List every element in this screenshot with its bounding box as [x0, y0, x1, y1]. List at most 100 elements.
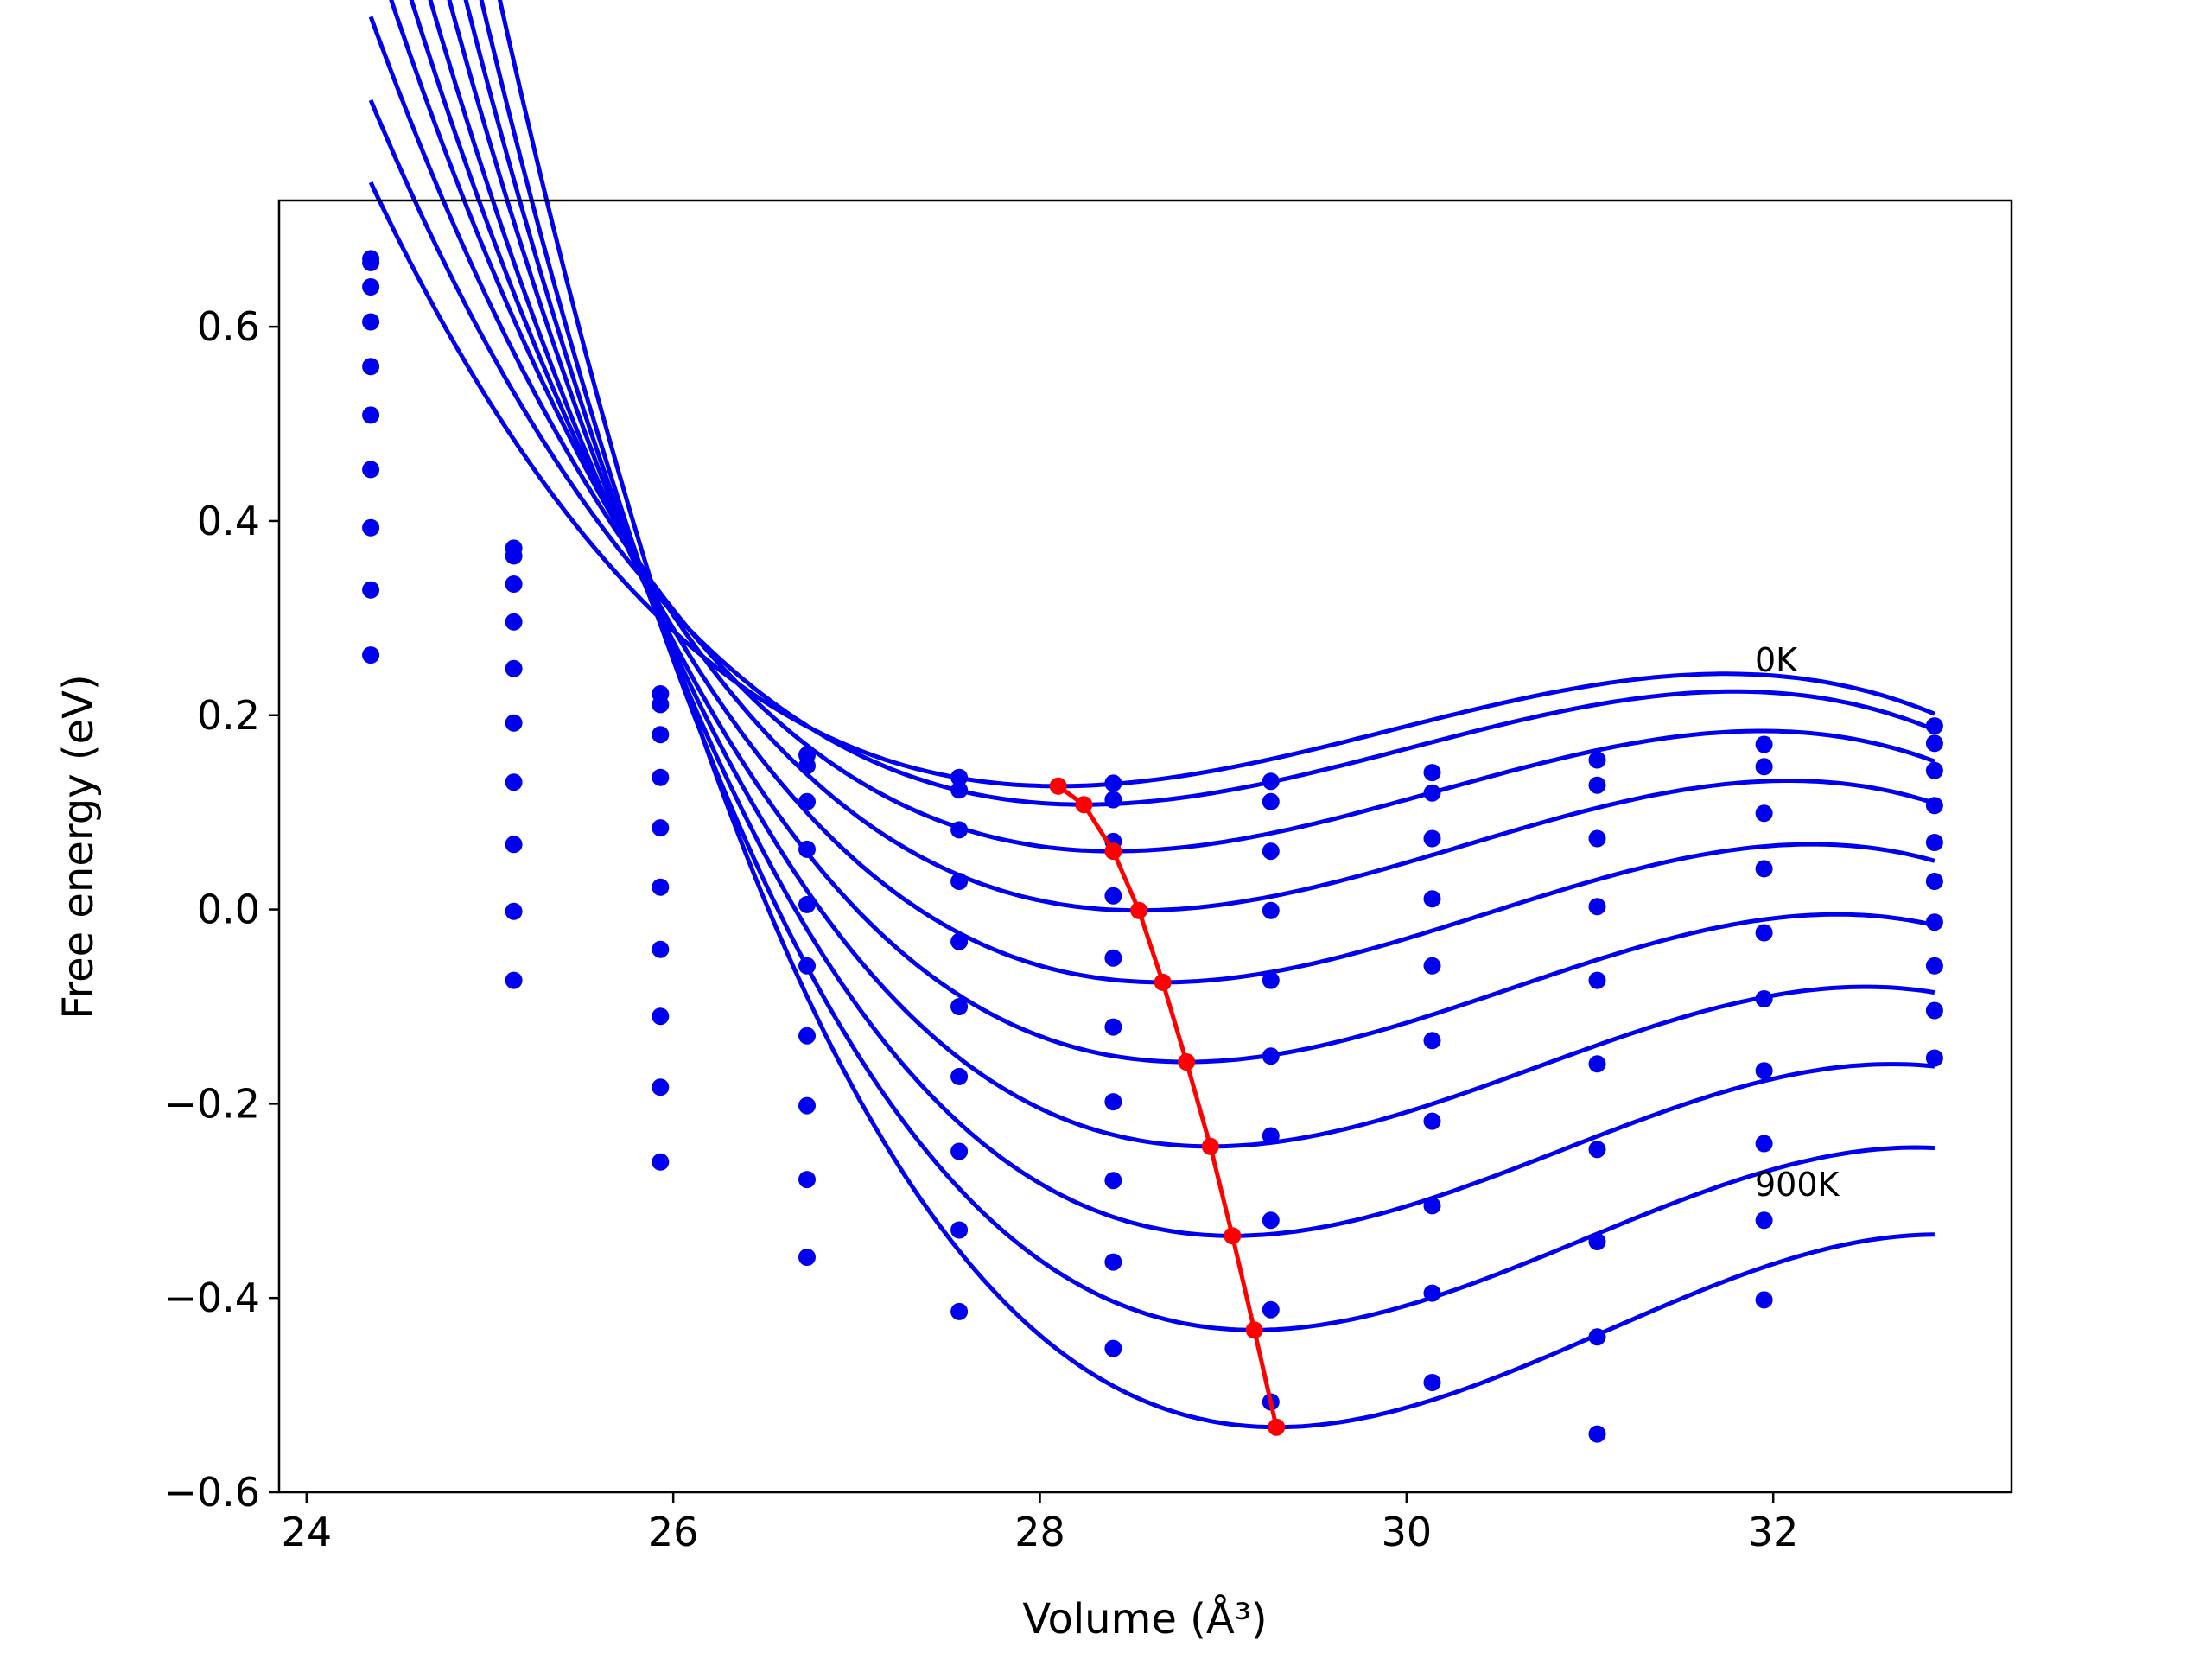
y-tick-label: 0.4: [197, 498, 260, 544]
data-point-0K-5: [1104, 774, 1122, 792]
data-point-200K-9: [1755, 804, 1773, 823]
data-point-800K-10: [1925, 1001, 1943, 1020]
x-tick-label: 30: [1382, 1509, 1433, 1555]
data-point-300K-5: [1104, 887, 1122, 905]
data-point-800K-3: [798, 1171, 816, 1189]
data-point-300K-3: [798, 840, 816, 858]
data-point-400K-7: [1423, 957, 1441, 975]
data-point-900K-3: [798, 1249, 816, 1266]
annotation-layer: 0K 900K: [1755, 641, 1840, 1204]
fit-curve-0K: [368, 181, 1936, 789]
data-point-400K-0: [362, 358, 380, 376]
y-tick-label: −0.4: [163, 1274, 260, 1321]
data-point-300K-8: [1588, 898, 1606, 916]
data-point-600K-7: [1423, 1112, 1441, 1130]
data-point-500K-9: [1755, 990, 1773, 1007]
data-point-100K-10: [1925, 734, 1943, 753]
data-point-600K-5: [1104, 1093, 1122, 1111]
data-point-700K-4: [950, 1142, 969, 1160]
minimum-point-700K: [1224, 1227, 1242, 1245]
data-point-400K-2: [652, 819, 670, 837]
data-point-400K-10: [1925, 834, 1943, 851]
data-point-500K-8: [1588, 1055, 1606, 1073]
data-point-0K-4: [950, 768, 969, 786]
data-point-700K-8: [1588, 1233, 1606, 1250]
data-point-900K-1: [505, 971, 523, 989]
data-point-200K-4: [950, 821, 969, 839]
y-tick-label: 0.6: [197, 303, 260, 350]
data-point-200K-2: [652, 726, 670, 744]
x-tick-label: 28: [1014, 1509, 1065, 1555]
data-point-700K-10: [1925, 957, 1943, 975]
fit-curve-800K: [479, 0, 1935, 1332]
data-point-700K-9: [1755, 1135, 1773, 1153]
y-tick-label: 0.2: [197, 692, 260, 739]
data-point-600K-4: [950, 1067, 969, 1085]
data-point-100K-4: [950, 781, 969, 799]
x-tick-label: 24: [282, 1509, 333, 1555]
x-tick-label: 32: [1748, 1509, 1799, 1555]
data-point-300K-2: [652, 768, 670, 786]
axes-frame: [277, 199, 2013, 1494]
data-point-700K-3: [798, 1096, 816, 1115]
data-point-600K-3: [798, 1027, 816, 1045]
fit-curve-700K: [463, 0, 1936, 1238]
data-point-200K-8: [1588, 830, 1606, 848]
data-point-600K-10: [1925, 913, 1943, 931]
plot-layer: [362, 0, 1943, 1443]
fit-curve-200K: [368, 16, 1936, 854]
data-point-0K-9: [1755, 735, 1773, 753]
data-point-400K-9: [1755, 924, 1773, 942]
data-point-900K-2: [652, 1153, 670, 1171]
data-point-900K-9: [1755, 1291, 1773, 1309]
data-point-100K-2: [652, 696, 670, 714]
fit-curve-600K: [447, 0, 1936, 1149]
data-point-600K-8: [1588, 1141, 1606, 1159]
data-point-900K-4: [950, 1302, 969, 1320]
data-point-500K-6: [1262, 1047, 1280, 1065]
data-point-900K-7: [1423, 1374, 1441, 1391]
minimum-point-800K: [1245, 1321, 1263, 1339]
data-point-200K-3: [798, 792, 816, 810]
data-point-0K-6: [1262, 772, 1280, 791]
minimum-energy-path: [1057, 784, 1279, 1428]
data-point-100K-5: [1104, 791, 1122, 809]
data-point-700K-6: [1262, 1211, 1280, 1230]
minimum-point-0K: [1049, 777, 1067, 795]
minimum-point-300K: [1130, 901, 1148, 919]
y-tick-label: 0.0: [197, 887, 260, 933]
data-point-100K-6: [1262, 792, 1280, 810]
data-point-300K-10: [1925, 797, 1943, 815]
data-point-0K-8: [1588, 751, 1606, 769]
data-point-100K-1: [505, 547, 523, 565]
data-point-800K-8: [1588, 1328, 1606, 1346]
data-point-100K-9: [1755, 758, 1773, 776]
data-point-400K-4: [950, 932, 969, 950]
data-point-900K-0: [362, 646, 380, 664]
data-point-700K-7: [1423, 1197, 1441, 1215]
data-point-800K-5: [1104, 1253, 1122, 1271]
minimum-point-400K: [1154, 973, 1172, 991]
data-point-800K-9: [1755, 1211, 1773, 1230]
ticks-layer: 24 26 28 30 32 −0.6 −0.4 −0.2 0.0 0.2 0.4 0.6: [163, 303, 1798, 1555]
data-point-200K-0: [362, 278, 380, 296]
data-point-100K-7: [1423, 784, 1441, 802]
data-point-400K-6: [1262, 971, 1280, 989]
data-point-600K-0: [362, 461, 380, 479]
data-point-500K-7: [1423, 1032, 1441, 1050]
data-point-400K-5: [1104, 949, 1122, 967]
minimum-point-600K: [1201, 1137, 1219, 1155]
fit-curve-900K: [497, 0, 1935, 1430]
data-point-700K-2: [652, 1007, 670, 1026]
data-point-700K-5: [1104, 1172, 1122, 1190]
data-point-200K-6: [1262, 842, 1280, 861]
x-tick-label: 26: [648, 1509, 699, 1555]
data-point-500K-5: [1104, 1018, 1122, 1036]
data-point-300K-1: [505, 613, 523, 631]
minimum-point-900K: [1268, 1418, 1286, 1436]
data-point-300K-9: [1755, 860, 1773, 878]
minimum-point-500K: [1178, 1053, 1196, 1071]
data-point-600K-2: [652, 940, 670, 958]
data-point-900K-10: [1925, 1049, 1943, 1067]
